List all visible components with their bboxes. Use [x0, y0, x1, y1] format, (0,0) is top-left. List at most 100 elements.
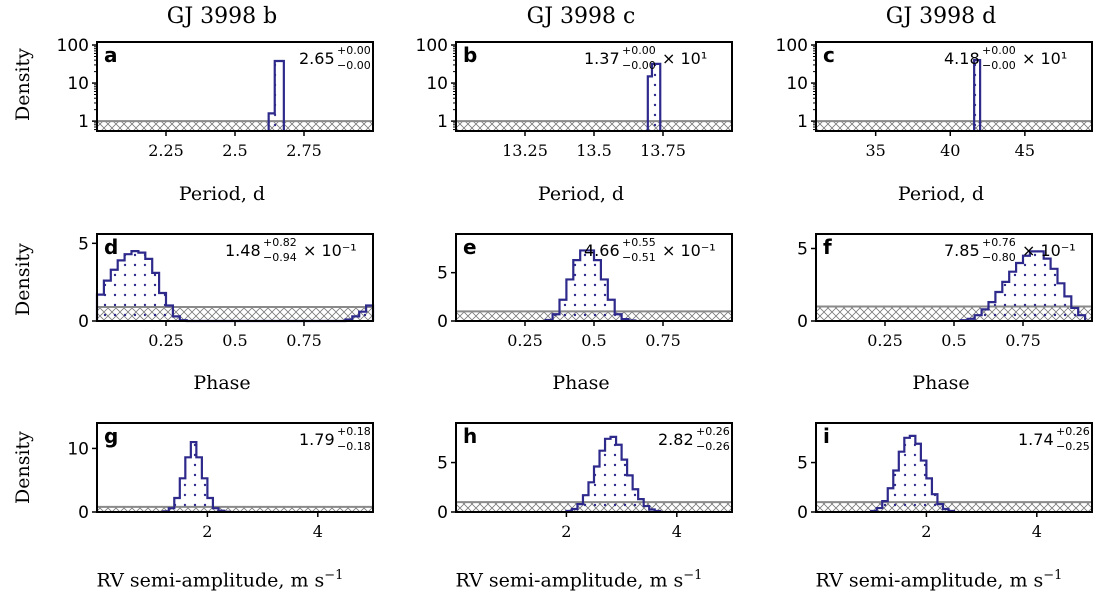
posterior-bar-i-2 [882, 501, 888, 512]
posterior-bar-c-1 [977, 60, 981, 132]
panel-letter-i: i [823, 424, 830, 448]
xtick-label-c-1: 40 [940, 141, 960, 160]
annot-main-f: 7.85 [944, 241, 980, 260]
xtick-label-f-2: 0.75 [1005, 331, 1041, 350]
prior-band-c [816, 121, 1092, 131]
xtick-label-h-0: 2 [561, 522, 571, 541]
posterior-bar-d-11 [172, 316, 180, 321]
xlabel-rv-b-text: RV semi-amplitude, m s [96, 569, 325, 592]
xlabel-rv-c-text: RV semi-amplitude, m s [455, 569, 684, 592]
annot-main-e: 4.66 [584, 241, 620, 260]
ytick-label-h-1: 5 [437, 454, 448, 474]
ytick-label-b-0: 1 [437, 112, 448, 132]
posterior-bar-h-13 [638, 499, 644, 512]
panel-letter-e: e [463, 235, 477, 259]
annot-main-a: 2.65 [299, 49, 335, 68]
posterior-bar-f-17 [1078, 315, 1086, 321]
ytick-label-a-1: 10 [67, 74, 89, 94]
posterior-bar-g-7 [201, 478, 208, 512]
panel-letter-g: g [104, 424, 118, 448]
annot-sup-c: +0.00 [982, 44, 1016, 57]
ytick-label-i-1: 5 [797, 454, 808, 474]
column-title-b: GJ 3998 b [166, 4, 278, 29]
ytick-label-c-1: 10 [786, 74, 808, 94]
posterior-bar-e-5 [580, 250, 588, 321]
annot-sub-b: −0.00 [622, 59, 656, 72]
posterior-bar-g-4 [185, 457, 191, 512]
annot-main-d: 1.48 [225, 241, 261, 260]
posterior-bar-i-1 [876, 508, 883, 512]
posterior-bar-h-7 [605, 438, 611, 512]
xlabel-period-b: Period, d [178, 183, 266, 205]
posterior-bar-g-1 [168, 508, 175, 512]
posterior-bar-d-3 [117, 260, 125, 321]
xtick-label-a-1: 2.5 [222, 141, 247, 160]
ytick-label-d-1: 5 [78, 234, 89, 254]
posterior-bar-d-1 [103, 280, 111, 321]
annot-sup-a: +0.00 [337, 44, 371, 57]
xtick-label-c-0: 35 [865, 141, 885, 160]
xtick-label-b-1: 13.5 [576, 141, 612, 160]
posterior-bar-c-0 [974, 60, 978, 132]
prior-band-a [97, 121, 373, 131]
posterior-bar-f-11 [1036, 251, 1044, 321]
posterior-bar-e-10 [614, 314, 622, 321]
ytick-label-b-2: 100 [416, 36, 448, 56]
posterior-bar-f-4 [988, 302, 996, 321]
xlabel-rv-d-exp: −1 [1043, 568, 1063, 583]
posterior-bar-h-4 [588, 482, 594, 512]
posterior-bar-f-5 [995, 292, 1003, 321]
posterior-bar-d-4 [124, 254, 132, 321]
posterior-outline-e [544, 249, 637, 322]
posterior-bar-b-1 [651, 63, 657, 131]
xtick-label-h-1: 4 [672, 522, 682, 541]
posterior-bar-f-13 [1050, 268, 1058, 321]
xlabel-period-c: Period, d [537, 183, 625, 205]
posterior-bar-d-8 [152, 272, 160, 321]
posterior-bar-f-9 [1023, 255, 1030, 321]
annot-sup-g: +0.18 [337, 425, 371, 438]
xtick-label-e-1: 0.5 [581, 331, 606, 350]
posterior-bar-e-4 [573, 260, 581, 321]
xtick-label-d-0: 0.25 [148, 331, 184, 350]
axes-frame-i [815, 422, 1093, 513]
posterior-bar-g-8 [207, 498, 213, 512]
posterior-bar-h-8 [610, 436, 617, 512]
posterior-bar-i-5 [898, 451, 905, 512]
posterior-bar-a-3 [277, 61, 281, 131]
ytick-label-f-1: 5 [797, 240, 808, 260]
xlabel-period-d: Period, d [897, 183, 985, 205]
posterior-bar-d-5 [131, 251, 139, 321]
posterior-outline-b [646, 62, 662, 131]
posterior-bar-i-13 [942, 509, 949, 512]
panel-letter-d: d [104, 235, 118, 259]
posterior-outline-c [973, 59, 982, 131]
annot-pow-d: × 10⁻¹ [303, 241, 357, 260]
annot-main-c: 4.18 [944, 49, 980, 68]
posterior-bar-e-8 [600, 279, 608, 321]
posterior-bar-e-2 [559, 299, 567, 321]
ytick-label-a-2: 100 [57, 36, 89, 56]
xtick-label-c-2: 45 [1015, 141, 1035, 160]
panel-letter-a: a [104, 43, 118, 67]
annot-pow-e: × 10⁻¹ [662, 241, 716, 260]
posterior-bar-g-9 [212, 508, 219, 512]
axes-frame-h [455, 422, 733, 513]
xlabel-rv-b: RV semi-amplitude, m s−1 [70, 568, 370, 591]
ytick-label-b-1: 10 [426, 74, 448, 94]
column-title-d: GJ 3998 d [885, 4, 997, 29]
posterior-bar-e-1 [552, 314, 560, 321]
posterior-bar-h-2 [577, 504, 583, 512]
posterior-bar-a-0 [268, 113, 272, 131]
ytick-label-c-0: 1 [797, 112, 808, 132]
posterior-bar-d-9 [159, 293, 166, 321]
posterior-bar-h-3 [582, 495, 589, 512]
xtick-label-e-2: 0.75 [645, 331, 681, 350]
posterior-bar-e-7 [594, 260, 601, 321]
posterior-bar-h-5 [594, 466, 600, 512]
posterior-bar-f-16 [1071, 307, 1079, 321]
annot-sup-d: +0.82 [263, 236, 297, 249]
ytick-label-d-0: 0 [78, 312, 89, 332]
posterior-outline-i [870, 434, 956, 513]
